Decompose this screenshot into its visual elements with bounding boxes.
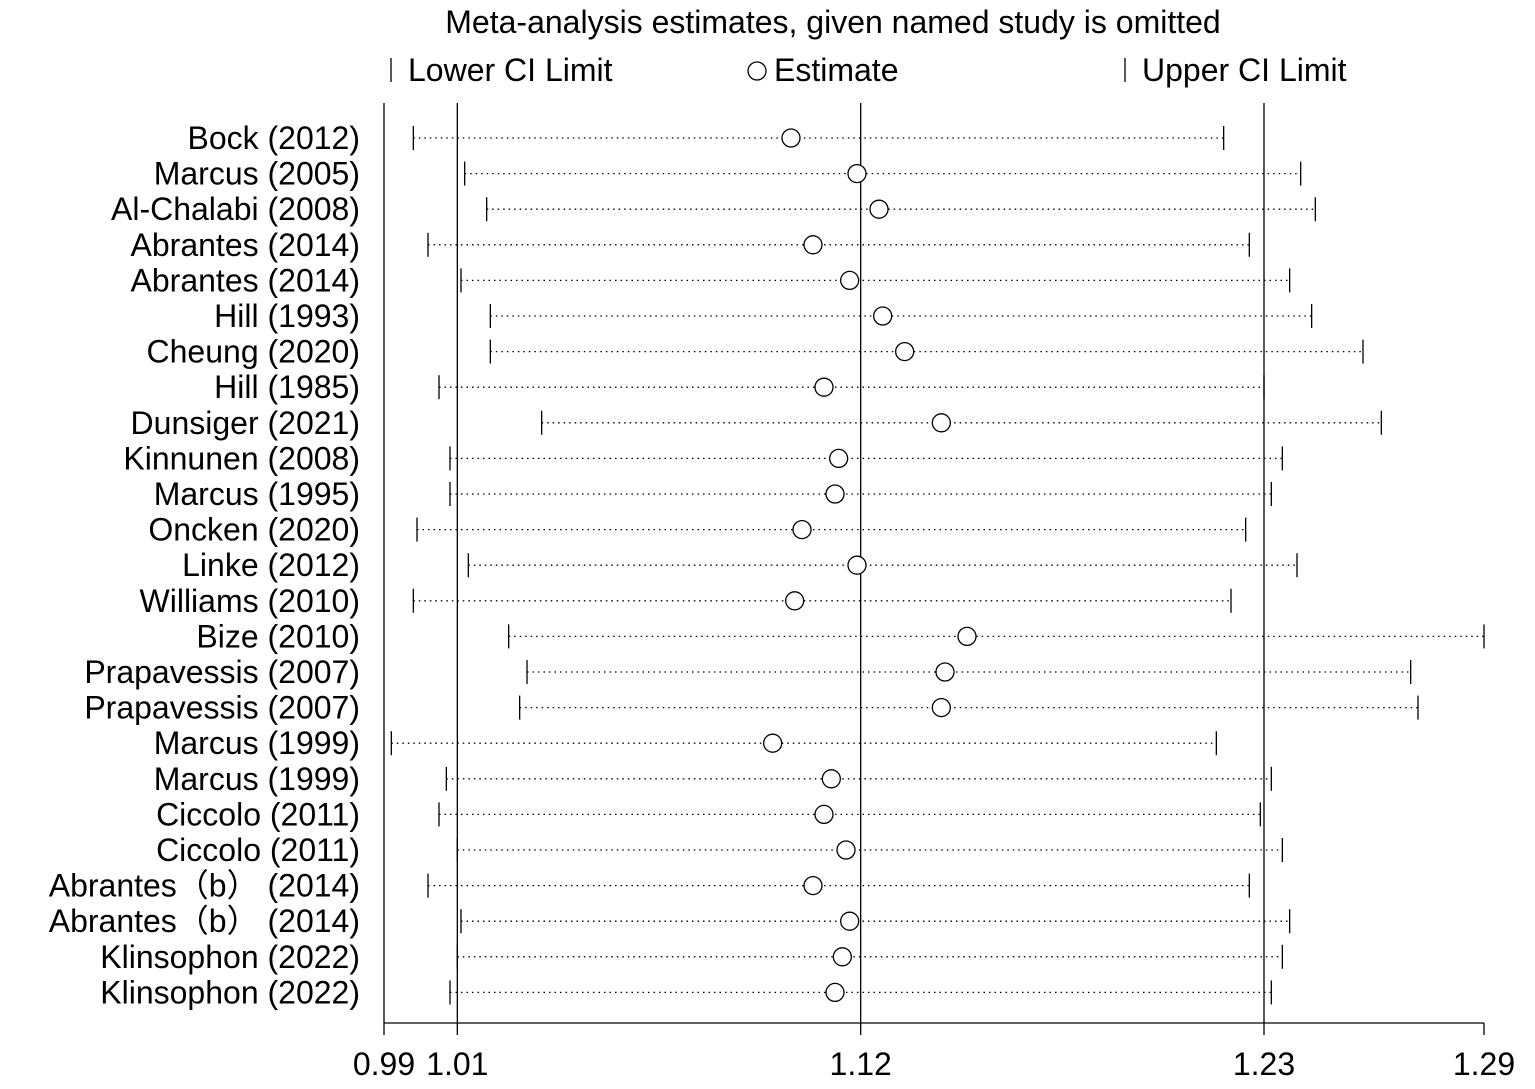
estimate-point [847, 555, 867, 575]
study-row: Ciccolo (2011) [156, 832, 1283, 868]
study-label: Hill (1985) [214, 369, 360, 405]
x-tick-label: 1.12 [830, 1046, 892, 1082]
study-row: Marcus (1999) [154, 725, 1217, 761]
study-row: Marcus (1999) [154, 761, 1272, 797]
study-label: Bize (2010) [196, 618, 360, 654]
estimate-point [803, 235, 823, 255]
estimate-point [935, 662, 955, 682]
x-tick-label: 1.23 [1233, 1046, 1295, 1082]
study-label: Marcus (2005) [154, 156, 360, 192]
estimate-point [873, 306, 893, 326]
study-label: Cheung (2020) [147, 334, 360, 370]
study-label: Ciccolo (2011) [156, 796, 360, 832]
study-row: Cheung (2020) [147, 334, 1364, 370]
study-row: Abrantes（b） (2014) [49, 903, 1291, 939]
study-label: Prapavessis (2007) [84, 690, 360, 726]
study-row: Prapavessis (2007) [84, 654, 1412, 690]
legend-lower-label: Lower CI Limit [408, 52, 613, 88]
estimate-point [931, 413, 951, 433]
legend-upper-label: Upper CI Limit [1142, 52, 1347, 88]
study-label: Kinnunen (2008) [123, 440, 360, 476]
study-row: Dunsiger (2021) [131, 405, 1382, 441]
study-label: Linke (2012) [182, 547, 360, 583]
study-row: Linke (2012) [182, 547, 1298, 583]
study-label: Hill (1993) [214, 298, 360, 334]
legend-estimate-marker [747, 61, 767, 81]
study-row: Bize (2010) [196, 618, 1485, 654]
study-row: Abrantes (2014) [131, 262, 1291, 298]
study-label: Klinsophon (2022) [100, 939, 360, 975]
estimate-point [825, 484, 845, 504]
estimate-point [781, 128, 801, 148]
legend-estimate-label: Estimate [774, 52, 898, 88]
estimate-point [814, 377, 834, 397]
x-axis-ticks: 0.99 1.01 1.12 1.23 1.29 [353, 1023, 1515, 1082]
estimate-point [895, 341, 915, 362]
study-label: Marcus (1999) [154, 761, 360, 797]
study-label: Klinsophon (2022) [100, 974, 360, 1010]
estimate-point [931, 697, 951, 718]
study-row: Klinsophon (2022) [100, 974, 1272, 1010]
estimate-point [792, 519, 812, 540]
study-label: Prapavessis (2007) [84, 654, 360, 690]
x-tick-label: 0.99 [353, 1046, 415, 1082]
x-tick-label: 1.29 [1453, 1046, 1515, 1082]
study-rows: Bock (2012)Marcus (2005)Al-Chalabi (2008… [49, 120, 1485, 1010]
study-row: Oncken (2020) [148, 512, 1247, 548]
study-row: Marcus (2005) [154, 156, 1302, 192]
study-label: Oncken (2020) [148, 512, 360, 548]
estimate-point [821, 769, 841, 789]
study-label: Abrantes (2014) [131, 227, 360, 263]
study-row: Abrantes（b） (2014) [49, 868, 1250, 904]
study-label: Ciccolo (2011) [156, 832, 360, 868]
estimate-point [825, 982, 845, 1003]
study-row: Hill (1993) [214, 298, 1313, 334]
study-row: Kinnunen (2008) [123, 440, 1283, 476]
study-label: Marcus (1995) [154, 476, 360, 512]
chart-title: Meta-analysis estimates, given named stu… [445, 4, 1220, 40]
estimate-point [803, 875, 823, 896]
estimate-point [847, 163, 867, 184]
study-label: Marcus (1999) [154, 725, 360, 761]
study-row: Al-Chalabi (2008) [111, 191, 1316, 227]
study-label: Bock (2012) [187, 120, 360, 156]
study-label: Al-Chalabi (2008) [111, 191, 360, 227]
estimate-point [814, 804, 834, 825]
study-row: Williams (2010) [140, 583, 1232, 619]
study-row: Abrantes (2014) [131, 227, 1250, 263]
study-row: Ciccolo (2011) [156, 796, 1261, 832]
study-label: Williams (2010) [140, 583, 360, 619]
estimate-point [829, 448, 849, 469]
study-row: Klinsophon (2022) [100, 939, 1283, 975]
estimate-point [840, 270, 860, 291]
estimate-point [785, 591, 805, 611]
x-tick-label: 1.01 [426, 1046, 488, 1082]
study-label: Dunsiger (2021) [131, 405, 360, 441]
study-row: Prapavessis (2007) [84, 690, 1419, 726]
study-row: Hill (1985) [214, 369, 1265, 405]
study-row: Marcus (1995) [154, 476, 1272, 512]
estimate-point [836, 840, 856, 860]
study-label: Abrantes（b） (2014) [49, 868, 360, 904]
study-label: Abrantes (2014) [131, 262, 360, 298]
estimate-point [869, 199, 889, 219]
estimate-point [840, 911, 860, 931]
estimate-point [957, 626, 977, 647]
estimate-point [832, 947, 852, 967]
study-row: Bock (2012) [187, 120, 1225, 156]
legend: Lower CI Limit Estimate Upper CI Limit [390, 52, 1347, 88]
estimate-point [763, 733, 783, 753]
study-label: Abrantes（b） (2014) [49, 903, 360, 939]
